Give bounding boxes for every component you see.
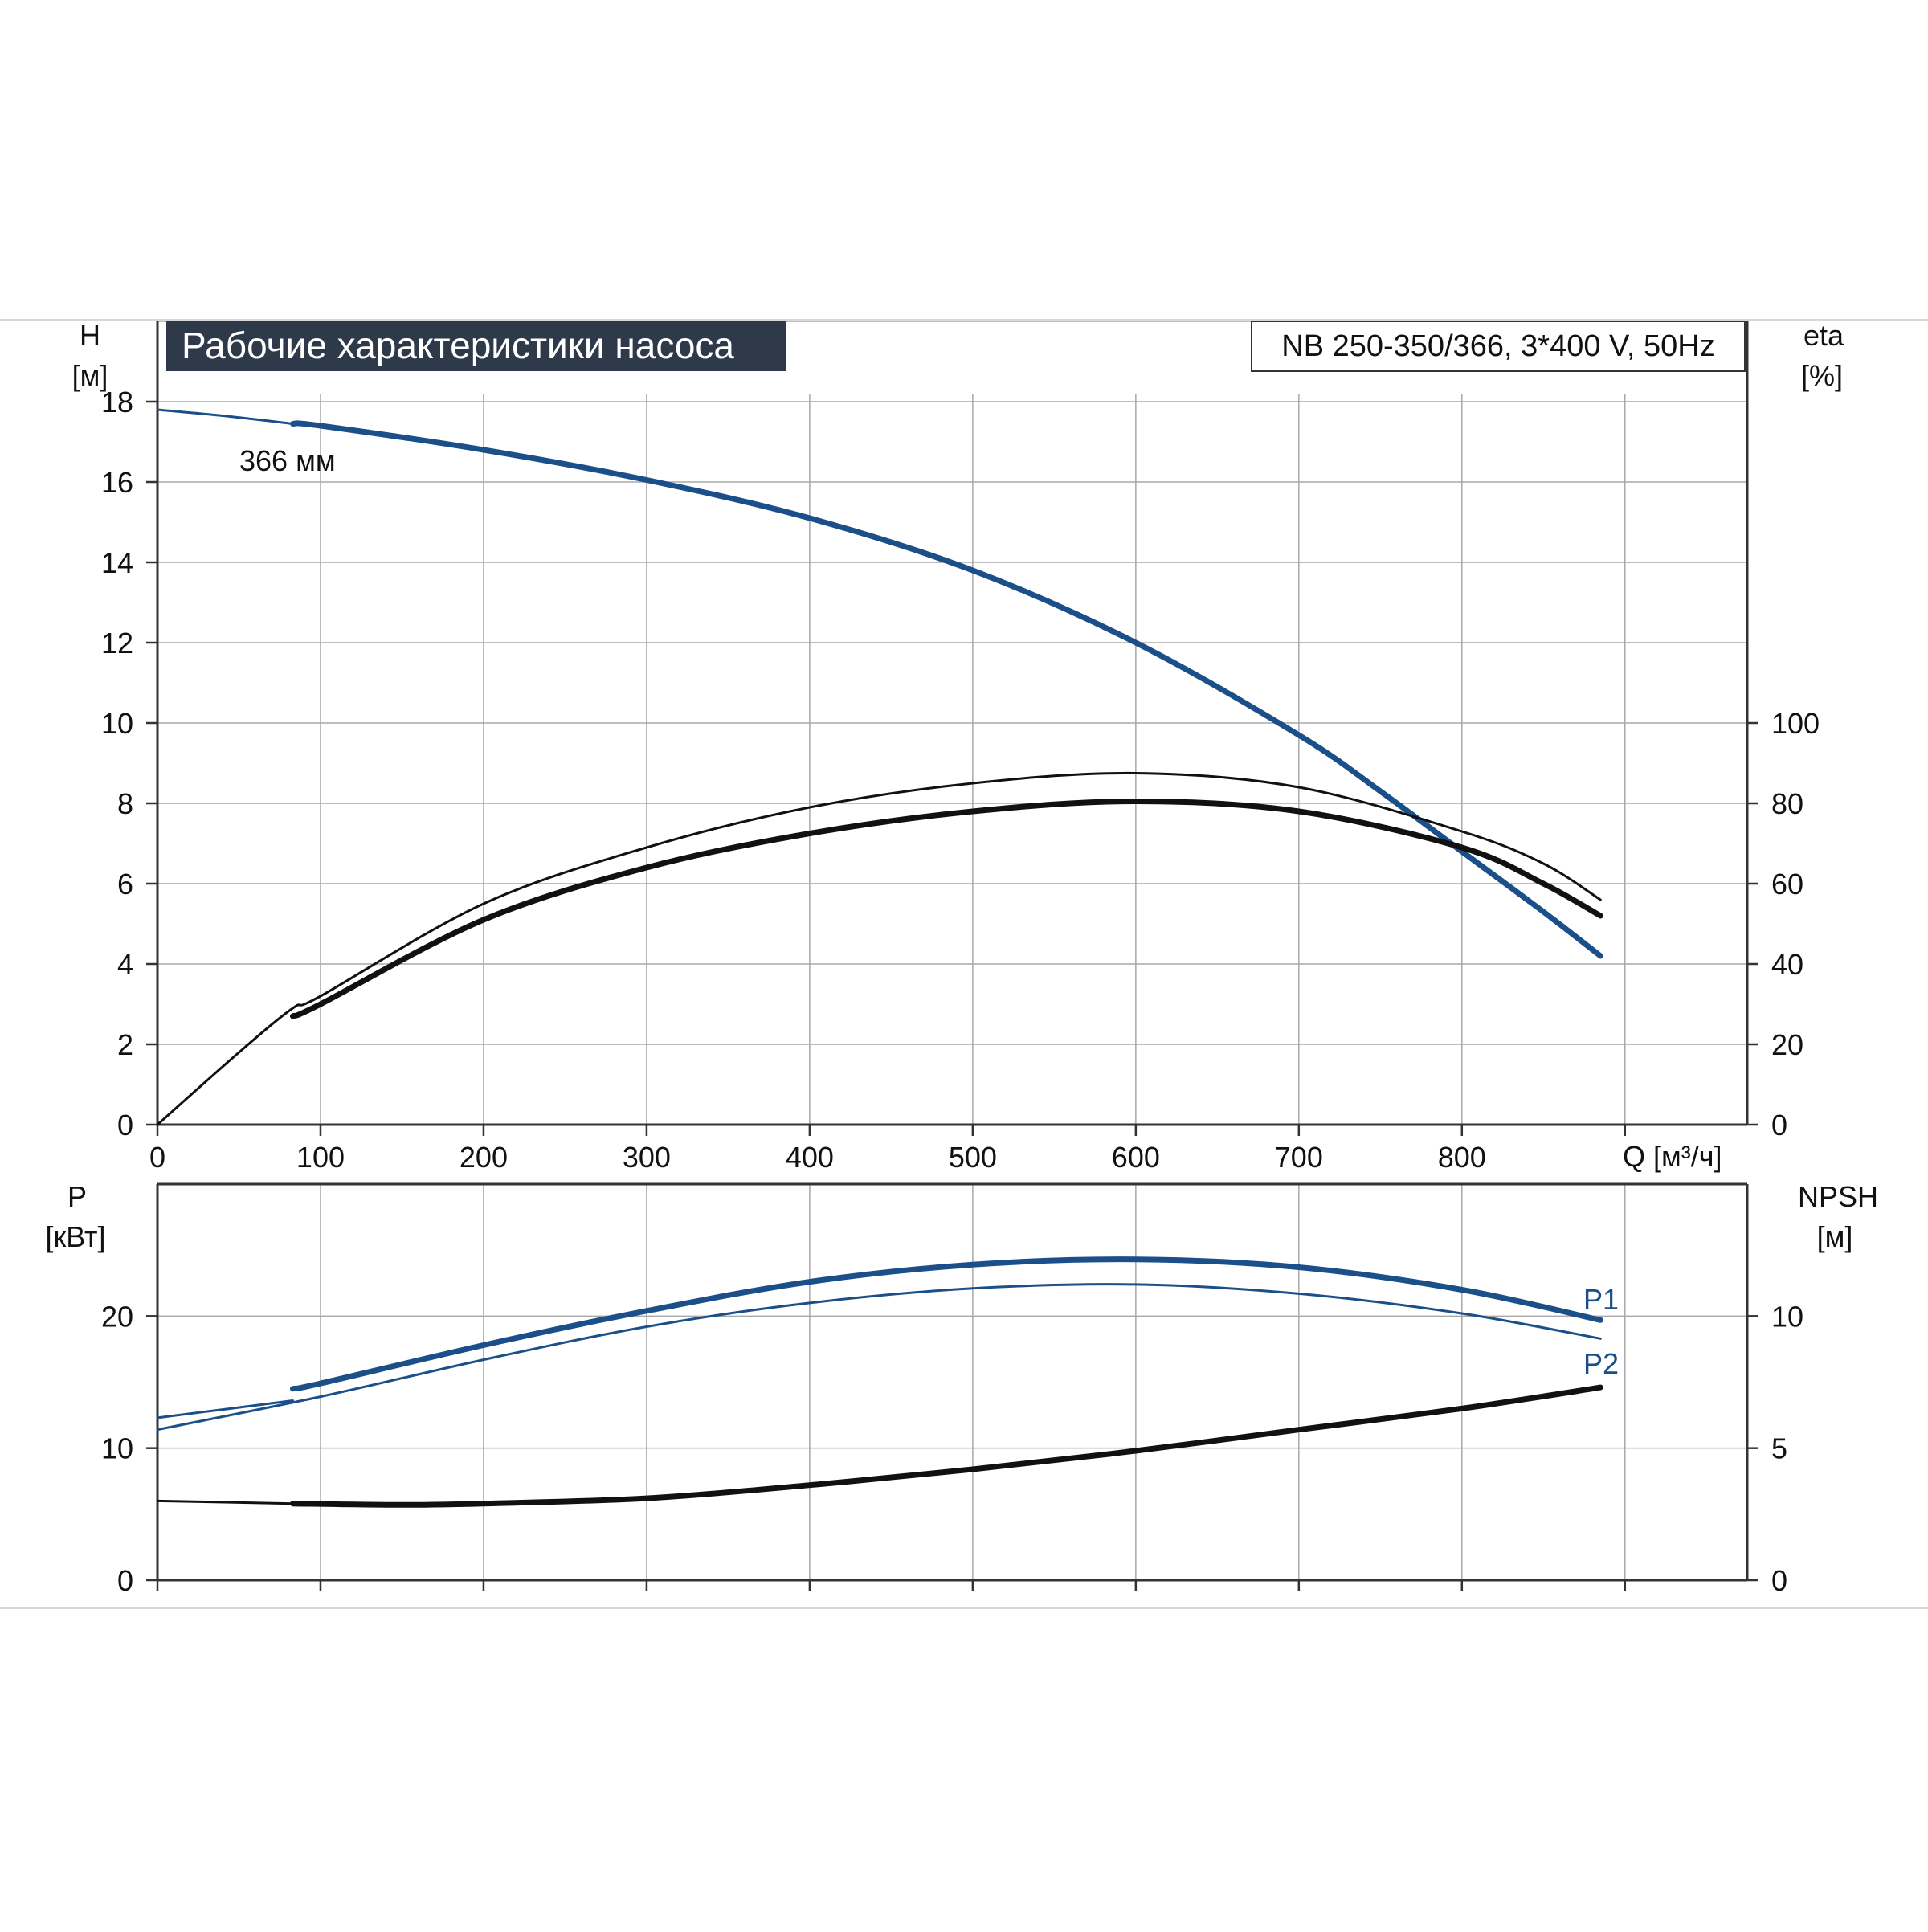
series-head-thick-line <box>290 420 1603 959</box>
tick-label-y-left: 2 <box>117 1028 133 1061</box>
tick-label-y-left: 12 <box>101 627 133 660</box>
title-background <box>166 321 786 371</box>
tick-label-x: 700 <box>1275 1141 1323 1174</box>
series-layer <box>156 408 1603 1508</box>
tick-label-x: 100 <box>296 1141 345 1174</box>
chart-title: Рабочие характеристики насоса <box>182 325 734 366</box>
title-box: Рабочие характеристики насоса <box>166 321 786 371</box>
tick-label-y-right: 40 <box>1771 948 1803 981</box>
tick-label-y-right: 0 <box>1771 1564 1787 1597</box>
tick-label-x: 0 <box>149 1141 165 1174</box>
y-left-unit-h: [м] <box>72 359 108 392</box>
tick-label-y-left: 10 <box>101 707 133 740</box>
tick-label-y-right: 20 <box>1771 1028 1803 1061</box>
series-npsh-thick-line <box>290 1384 1603 1508</box>
y-right-unit-npsh: [м] <box>1817 1220 1853 1253</box>
tick-label-x: 400 <box>786 1141 834 1174</box>
tick-label-y-right: 0 <box>1771 1109 1787 1142</box>
series-head-thin-line <box>156 408 294 425</box>
model-box-frame <box>1251 321 1746 372</box>
series-efficiency-thick-line <box>290 799 1603 1019</box>
tick-label-y-left: 10 <box>101 1432 133 1465</box>
tick-label-x: 600 <box>1112 1141 1160 1174</box>
tick-label-y-left: 4 <box>117 948 133 981</box>
y-left-label-p: P <box>67 1180 87 1213</box>
y-right-label-npsh: NPSH <box>1798 1180 1878 1213</box>
tick-label-x: 500 <box>949 1141 997 1174</box>
tick-label-y-left: 6 <box>117 868 133 901</box>
tick-label-y-left: 0 <box>117 1564 133 1597</box>
tick-label-y-left: 16 <box>101 466 133 499</box>
tick-marks <box>146 400 1758 1591</box>
series-p1-thin-line <box>156 1399 294 1419</box>
tick-label-y-left: 18 <box>101 386 133 419</box>
y-right-unit-eta: [%] <box>1801 359 1843 392</box>
tick-label-x: 200 <box>460 1141 508 1174</box>
series-label-p2: P2 <box>1583 1347 1619 1380</box>
tick-label-y-right: 60 <box>1771 868 1803 901</box>
y-left-unit-p: [кВт] <box>45 1220 105 1253</box>
tick-label-y-left: 0 <box>117 1109 133 1142</box>
model-label: NB 250-350/366, 3*400 V, 50Hz <box>1281 329 1714 363</box>
x-axis-label: Q [м³/ч] <box>1623 1140 1722 1173</box>
tick-label-y-right: 10 <box>1771 1300 1803 1333</box>
series-npsh-thin-line <box>156 1499 294 1505</box>
tick-label-y-left: 8 <box>117 787 133 820</box>
series-p2-thin-line <box>156 1283 1602 1432</box>
tick-label-y-right: 5 <box>1771 1432 1787 1465</box>
tick-label-y-left: 14 <box>101 546 133 579</box>
series-label-p1: P1 <box>1583 1283 1619 1316</box>
series-efficiency-thin-line <box>156 771 1602 1126</box>
y-right-label-eta: eta <box>1803 319 1844 352</box>
tick-label-y-right: 100 <box>1771 707 1820 740</box>
series-p1-thick-line <box>290 1256 1603 1392</box>
y-left-label-h: H <box>80 319 100 352</box>
model-box: NB 250-350/366, 3*400 V, 50Hz <box>1251 321 1746 372</box>
tick-label-y-left: 20 <box>101 1300 133 1333</box>
impeller-annotation: 366 мм <box>239 444 336 477</box>
tick-label-x: 300 <box>623 1141 671 1174</box>
tick-label-x: 800 <box>1438 1141 1486 1174</box>
tick-label-y-right: 80 <box>1771 787 1803 820</box>
